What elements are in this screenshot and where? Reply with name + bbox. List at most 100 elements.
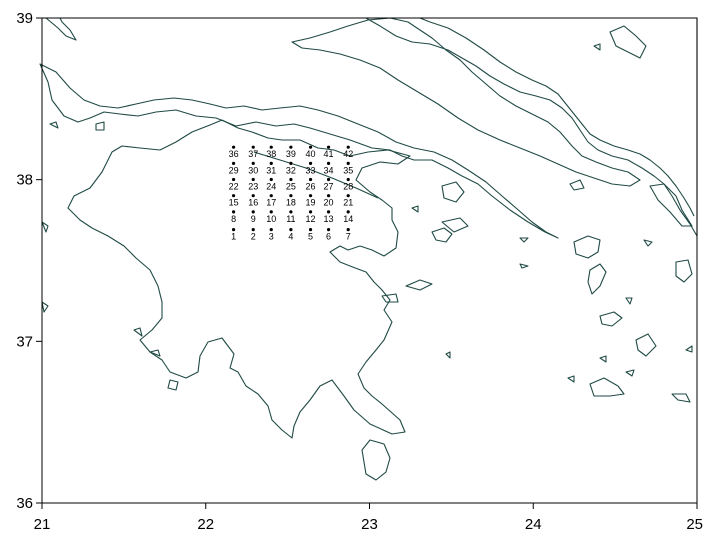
island-small-5 [569, 179, 585, 191]
island-small-13 [49, 121, 59, 129]
grid-point-label: 34 [324, 165, 334, 175]
grid-point [308, 177, 313, 182]
grid-point [231, 177, 236, 182]
grid-point-label: 16 [248, 198, 258, 208]
island-small-6 [519, 237, 529, 243]
grid-point-label: 1 [231, 232, 236, 242]
y-tick-label: 37 [16, 333, 33, 350]
island-syros [675, 259, 693, 283]
x-tick-label: 21 [34, 516, 51, 533]
grid-point [289, 177, 293, 182]
grid-point-label: 5 [308, 232, 313, 242]
grid-point [289, 145, 293, 149]
island-small-19 [685, 345, 693, 353]
island-sifnos [635, 333, 657, 357]
island-skyros [609, 25, 647, 59]
island-small-4 [411, 205, 419, 213]
grid-point-label: 7 [346, 232, 351, 242]
grid-point [326, 145, 331, 149]
island-poros [441, 217, 469, 233]
grid-point [326, 228, 331, 232]
grid-point [308, 210, 313, 214]
island-kythnos [587, 263, 607, 295]
grid-point-label: 9 [251, 214, 256, 224]
grid-point-label: 28 [343, 182, 353, 192]
grid-point [346, 228, 350, 232]
grid-point [251, 161, 255, 165]
coastline-north [365, 17, 698, 237]
island-small-18 [567, 375, 575, 383]
grid-point [289, 161, 293, 165]
grid-point-label: 2 [251, 232, 256, 242]
grid-point [231, 228, 236, 232]
coastline-mainland [39, 63, 559, 239]
plot-frame [41, 17, 698, 504]
grid-point-label: 41 [324, 149, 334, 159]
grid-point-label: 21 [343, 198, 353, 208]
grid-point [269, 228, 273, 232]
grid-point-label: 18 [286, 198, 296, 208]
island-small-11 [149, 349, 161, 357]
grid-point-label: 11 [286, 214, 295, 224]
grid-point-label: 8 [231, 214, 236, 224]
grid-point [251, 177, 255, 182]
x-tick-label: 24 [525, 516, 542, 533]
grid-point [251, 210, 255, 214]
grid-point [269, 177, 273, 182]
coastlines [39, 17, 698, 481]
grid-point-label: 42 [343, 149, 353, 159]
grid-point [346, 177, 350, 182]
grid-point-label: 13 [324, 214, 334, 224]
grid-point-label: 15 [229, 198, 239, 208]
grid-point [231, 161, 236, 165]
grid-point [231, 210, 236, 214]
grid-point-label: 29 [229, 165, 239, 175]
island-small-17 [593, 43, 601, 51]
grid-point [269, 145, 273, 149]
x-tick-label: 25 [686, 516, 703, 533]
grid-point-label: 22 [229, 182, 239, 192]
grid-point [346, 145, 350, 149]
grid-point [251, 228, 255, 232]
island-small-7 [519, 263, 529, 269]
y-tick-label: 36 [16, 495, 33, 512]
grid-point [346, 194, 350, 198]
coastline-gulf-link [253, 151, 379, 199]
grid-point-label: 24 [266, 182, 276, 192]
grid-point [269, 194, 273, 198]
island-small-12 [95, 121, 105, 131]
grid-point-label: 26 [306, 182, 316, 192]
island-small-20 [625, 297, 633, 305]
grid-point-label: 35 [343, 165, 353, 175]
grid-point-label: 12 [306, 214, 316, 224]
grid-point [346, 210, 350, 214]
island-small-8 [445, 351, 451, 359]
grid-point [231, 194, 236, 198]
grid-point-label: 23 [248, 182, 258, 192]
grid-point-label: 3 [269, 232, 274, 242]
grid-point-label: 31 [266, 165, 276, 175]
grid-point-label: 14 [343, 214, 353, 224]
island-kythira [361, 439, 391, 481]
grid-point-label: 40 [306, 149, 316, 159]
island-milos [589, 377, 625, 397]
grid-point-label: 17 [266, 198, 276, 208]
island-andros [649, 183, 693, 227]
island-small-16 [643, 239, 653, 247]
grid-point-label: 4 [288, 232, 293, 242]
grid-point [231, 145, 236, 149]
grid-point-label: 27 [324, 182, 334, 192]
grid-point [308, 194, 313, 198]
grid-point-label: 10 [266, 214, 276, 224]
grid-point [326, 210, 331, 214]
island-hydra [405, 279, 433, 291]
x-axis-labels: 21 22 23 24 25 [34, 516, 703, 533]
grid-point-label: 19 [306, 198, 316, 208]
grid-point-label: 37 [248, 149, 258, 159]
island-small-14 [41, 221, 49, 233]
coastline-nw [45, 17, 77, 41]
island-small-2 [599, 355, 607, 363]
grid-point [269, 210, 273, 214]
grid-point-label: 25 [286, 182, 296, 192]
grid-point [308, 228, 313, 232]
